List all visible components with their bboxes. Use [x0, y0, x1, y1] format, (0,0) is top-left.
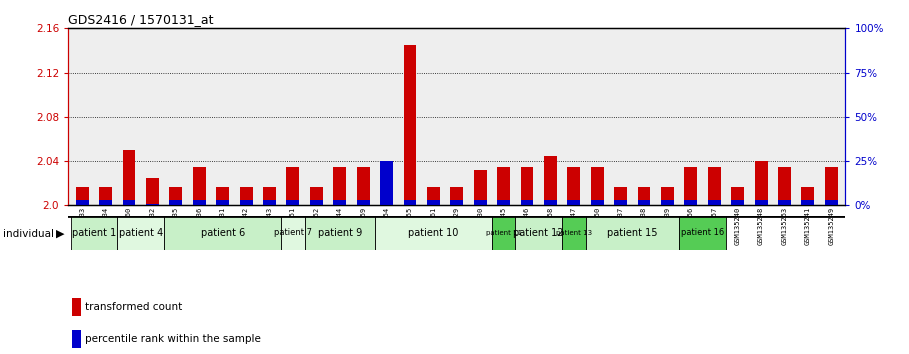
Bar	[562, 216, 585, 250]
Bar	[679, 216, 726, 250]
Bar	[521, 200, 534, 205]
Bar	[591, 167, 604, 205]
Bar	[492, 216, 515, 250]
Text: patient 12: patient 12	[514, 228, 564, 238]
Text: patient 16: patient 16	[681, 228, 724, 237]
Text: patient 13: patient 13	[555, 230, 592, 236]
Bar	[72, 330, 82, 348]
Bar	[544, 155, 557, 205]
Bar	[356, 200, 370, 205]
Bar	[146, 178, 159, 205]
Bar	[497, 167, 510, 205]
Text: patient 6: patient 6	[201, 228, 245, 238]
Bar	[474, 200, 486, 205]
Bar	[356, 167, 370, 205]
Text: patient 7: patient 7	[274, 228, 312, 237]
Bar	[708, 200, 721, 205]
Text: GDS2416 / 1570131_at: GDS2416 / 1570131_at	[68, 13, 214, 26]
Bar	[802, 187, 814, 205]
Bar	[521, 167, 534, 205]
Text: patient 11: patient 11	[485, 230, 522, 236]
Text: ▶: ▶	[56, 229, 65, 239]
Bar	[305, 216, 375, 250]
Bar	[404, 45, 416, 205]
Text: individual: individual	[3, 229, 54, 239]
Bar	[169, 200, 183, 205]
Bar	[754, 161, 767, 205]
Bar	[567, 167, 580, 205]
Bar	[240, 200, 253, 205]
Bar	[240, 187, 253, 205]
Bar	[637, 200, 651, 205]
Bar	[824, 167, 838, 205]
Bar	[72, 298, 82, 316]
Bar	[169, 187, 183, 205]
Bar	[216, 187, 229, 205]
Bar	[117, 216, 165, 250]
Text: patient 1: patient 1	[72, 228, 116, 238]
Bar	[146, 204, 159, 205]
Text: patient 9: patient 9	[317, 228, 362, 238]
Bar	[474, 170, 486, 205]
Bar	[286, 167, 299, 205]
Bar	[404, 200, 416, 205]
Bar	[637, 187, 651, 205]
Bar	[310, 200, 323, 205]
Text: transformed count: transformed count	[85, 302, 183, 312]
Bar	[427, 200, 440, 205]
Bar	[614, 200, 627, 205]
Bar	[310, 187, 323, 205]
Bar	[334, 167, 346, 205]
Text: patient 15: patient 15	[607, 228, 657, 238]
Bar	[544, 200, 557, 205]
Bar	[684, 167, 697, 205]
Bar	[193, 167, 205, 205]
Bar	[263, 200, 276, 205]
Bar	[661, 187, 674, 205]
Bar	[99, 200, 112, 205]
Bar	[450, 187, 464, 205]
Bar	[515, 216, 562, 250]
Bar	[263, 187, 276, 205]
Bar	[450, 200, 464, 205]
Bar	[281, 216, 305, 250]
Bar	[591, 200, 604, 205]
Bar	[497, 200, 510, 205]
Bar	[731, 187, 744, 205]
Bar	[71, 216, 117, 250]
Bar	[778, 200, 791, 205]
Bar	[585, 216, 679, 250]
Bar	[380, 161, 393, 205]
Text: patient 4: patient 4	[118, 228, 163, 238]
Bar	[193, 200, 205, 205]
Bar	[778, 167, 791, 205]
Bar	[375, 216, 492, 250]
Bar	[684, 200, 697, 205]
Bar	[99, 187, 112, 205]
Bar	[123, 150, 135, 205]
Bar	[731, 200, 744, 205]
Bar	[661, 200, 674, 205]
Bar	[286, 200, 299, 205]
Bar	[824, 200, 838, 205]
Bar	[614, 187, 627, 205]
Text: patient 10: patient 10	[408, 228, 458, 238]
Bar	[802, 200, 814, 205]
Bar	[567, 200, 580, 205]
Bar	[75, 200, 89, 205]
Bar	[427, 187, 440, 205]
Bar	[754, 200, 767, 205]
Text: percentile rank within the sample: percentile rank within the sample	[85, 334, 261, 344]
Bar	[165, 216, 281, 250]
Bar	[380, 161, 393, 205]
Bar	[216, 200, 229, 205]
Bar	[123, 200, 135, 205]
Bar	[334, 200, 346, 205]
Bar	[708, 167, 721, 205]
Bar	[75, 187, 89, 205]
